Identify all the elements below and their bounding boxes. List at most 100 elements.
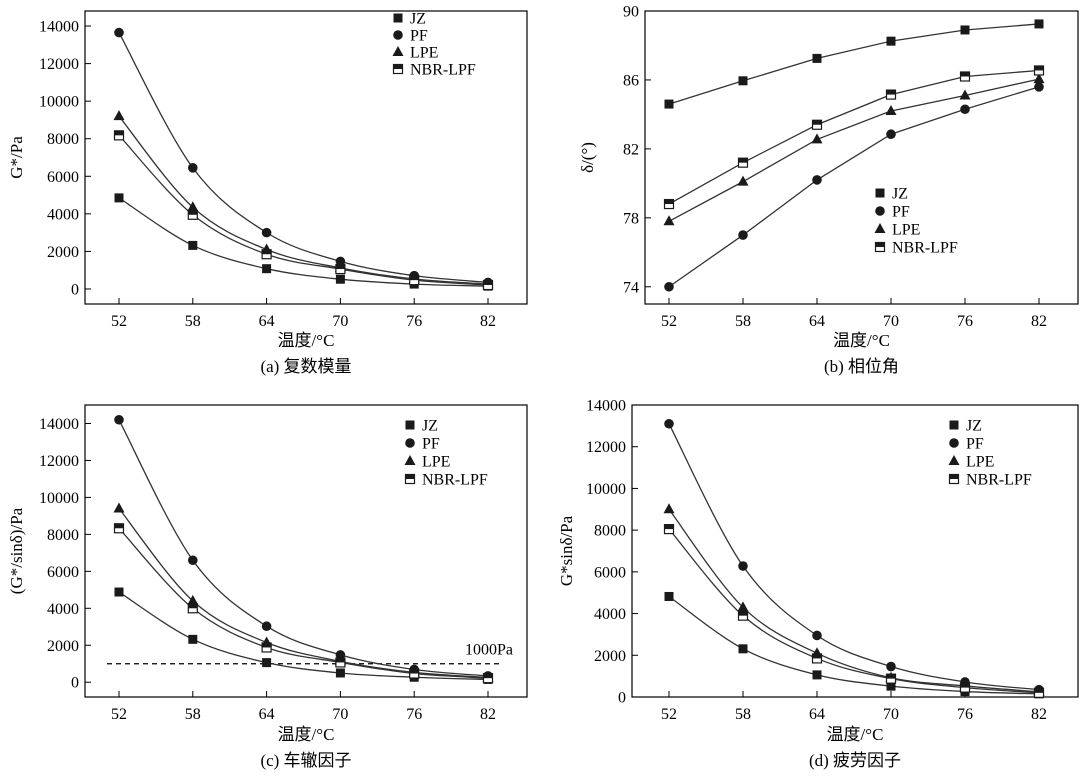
data-point-pf [664,281,674,292]
y-axis-title: G*/Pa [7,136,26,179]
legend-marker-lpe [874,223,886,233]
plot-frame [84,404,528,698]
x-tick-label: 52 [661,706,677,723]
y-tick-label: 6000 [47,169,79,186]
data-point-pf [664,418,674,429]
data-point-jz [812,53,822,63]
data-point-pf [886,129,896,140]
data-point-nbr-lpf [1033,687,1045,698]
data-point-nbr-lpf [663,523,675,535]
data-point-lpe [737,175,749,186]
series-line-pf [668,86,1040,288]
plot-frame [631,404,1079,698]
data-point-jz [738,76,748,86]
chart-caption: (d) 疲劳因子 [809,751,901,770]
data-point-nbr-lpf [113,523,125,534]
x-axis-title: 温度/°C [833,331,890,350]
data-point-jz [960,25,970,35]
series-jz [114,193,493,291]
x-tick-label: 76 [957,313,973,330]
data-point-nbr-lpf-fill [812,120,822,125]
data-point-jz [335,668,345,678]
data-point-pf [960,104,970,115]
data-point-jz [812,670,822,680]
x-tick-label: 82 [480,706,496,723]
legend-marker-pf [393,30,403,40]
legend-marker-pf [875,206,885,216]
chart-panel-1: 0 2000 4000 6000 8000 10000 12000 14000 52 58 64 70… [7,10,528,376]
legend-label: JZ [422,418,438,435]
data-point-pf [738,561,748,571]
y-tick-label: 82 [623,141,639,158]
data-point-nbr-lpf-fill [664,524,674,530]
x-tick-label: 70 [332,706,348,723]
y-axis-title: δ/(°) [578,142,597,173]
legend-marker-nbr-lpf-fill [393,64,403,69]
data-point-nbr-lpf [959,71,971,82]
data-point-pf [812,175,822,185]
data-point-pf [335,256,346,267]
data-point-nbr-lpf-fill [409,669,419,674]
y-tick-label: 0 [618,690,626,707]
series-line-lpe [668,508,1040,693]
data-point-nbr-lpf [1033,65,1045,76]
data-point-nbr-lpf [959,682,971,693]
series-pf [664,82,1044,292]
chart-caption: (b) 相位角 [824,357,899,376]
legend-marker-lpe [404,455,416,465]
legend-marker-jz [949,420,959,430]
data-point-lpe [663,503,675,514]
y-tick-label: 12000 [39,453,79,470]
data-point-nbr-lpf [482,279,494,291]
plot-frame [84,10,528,305]
legend-label: LPE [892,222,920,239]
y-tick-label: 12000 [586,439,626,456]
x-axis-title: 温度/°C [278,725,335,744]
data-point-nbr-lpf [885,89,897,100]
x-tick-label: 52 [661,313,677,330]
y-tick-label: 2000 [47,244,79,261]
y-tick-label: 6000 [47,564,79,581]
x-tick-label: 58 [735,313,751,330]
data-point-nbr-lpf-fill [1034,688,1044,693]
legend-label: NBR-LPF [422,472,488,489]
x-axis-title: 温度/°C [278,331,335,350]
legend-marker-jz [875,188,885,198]
x-tick-label: 76 [406,706,422,723]
y-tick-label: 12000 [39,56,79,73]
series-line-lpe [118,115,489,285]
plot-frame [644,10,1079,305]
data-point-nbr-lpf [482,673,494,684]
x-tick-label: 82 [1031,313,1047,330]
data-point-nbr-lpf [261,249,272,260]
data-point-nbr-lpf [885,673,897,684]
y-tick-label: 14000 [586,398,626,415]
x-tick-label: 52 [111,706,127,723]
series-line-nbr-lpf [118,134,489,286]
data-point-nbr-lpf-fill [886,674,896,679]
x-tick-label: 58 [185,706,201,723]
data-point-jz [188,240,198,250]
data-point-nbr-lpf-fill [409,275,419,281]
data-point-nbr-lpf-fill [262,249,272,255]
data-point-lpe [187,594,199,605]
y-tick-label: 0 [71,281,79,298]
data-point-nbr-lpf-fill [114,130,124,136]
x-tick-label: 76 [406,313,422,330]
y-tick-label: 4000 [594,606,626,623]
data-point-nbr-lpf-fill [188,603,198,609]
data-point-nbr-lpf-fill [335,657,345,663]
series-line-jz [668,595,1040,695]
legend-marker-nbr-lpf [392,63,404,75]
x-tick-label: 82 [1031,706,1047,723]
data-point-nbr-lpf-fill [812,653,822,659]
data-point-nbr-lpf-fill [886,90,896,95]
y-tick-label: 2000 [594,648,626,665]
data-point-nbr-lpf [811,119,823,130]
x-tick-label: 64 [809,706,825,723]
data-point-nbr-lpf [113,130,125,141]
